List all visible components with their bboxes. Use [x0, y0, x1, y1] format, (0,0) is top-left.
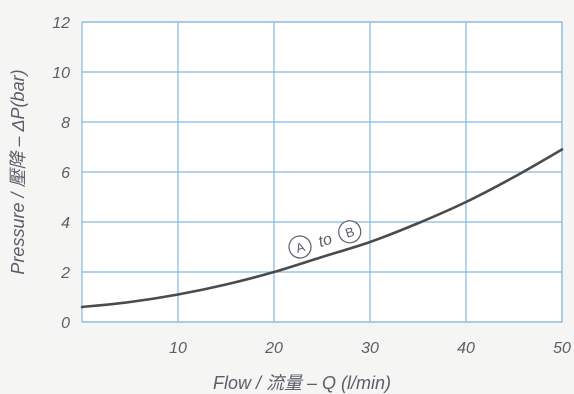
y-tick-label: 0 [61, 315, 70, 332]
tick-labels: 10 20 30 40 50 0 2 4 6 8 10 12 [52, 15, 571, 357]
x-tick-label: 50 [553, 340, 571, 357]
port-b-label: B [344, 224, 357, 241]
grid [82, 21, 563, 323]
port-a-circle [288, 235, 312, 259]
y-tick-label: 6 [61, 165, 70, 182]
x-tick-label: 10 [169, 340, 187, 357]
x-tick-label: 40 [457, 340, 475, 357]
y-tick-label: 10 [52, 65, 70, 82]
x-axis-title: Flow / 流量 – Q (l/min) [213, 373, 391, 393]
y-axis-title: Pressure / 壓降 – ΔP(bar) [8, 69, 28, 274]
y-tick-label: 4 [61, 215, 70, 232]
x-tick-label: 20 [264, 340, 283, 357]
annotation-connector: to [316, 231, 334, 251]
y-tick-label: 8 [61, 115, 70, 132]
y-tick-label: 12 [52, 15, 70, 32]
series-line [80, 148, 564, 309]
port-b-circle [338, 220, 362, 244]
y-tick-label: 2 [60, 265, 70, 282]
curve-annotation: A to B [288, 220, 362, 259]
x-tick-label: 30 [361, 340, 379, 357]
